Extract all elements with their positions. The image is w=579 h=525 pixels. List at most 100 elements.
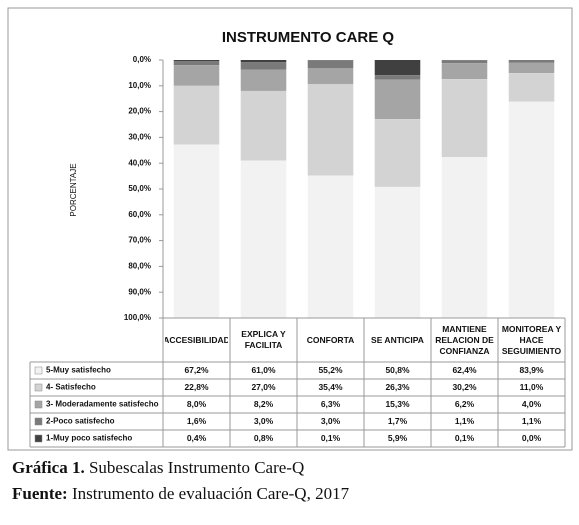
legend-label: 1-Muy poco satisfecho xyxy=(46,434,132,443)
data-label: 4,0% xyxy=(522,399,542,409)
bar-segment xyxy=(374,186,421,318)
bar-segment xyxy=(240,60,287,63)
header-cell: ACCESIBILIDAD xyxy=(165,334,228,345)
data-label: 0,1% xyxy=(455,433,475,443)
x-tick-label: CONFORTA xyxy=(306,334,355,345)
legend-swatch xyxy=(34,434,43,443)
y-tick-label: 10,0% xyxy=(128,81,151,90)
bar-segment xyxy=(441,157,488,318)
header-cell: MANTIENE RELACION DE CONFIANZA xyxy=(435,323,494,356)
data-label: 26,3% xyxy=(385,382,410,392)
chart-title: INSTRUMENTO CARE Q xyxy=(222,29,395,46)
header-cell: CONFORTA xyxy=(306,334,355,345)
bar-segment xyxy=(173,60,220,62)
bar-segment xyxy=(441,60,488,64)
bar-segment xyxy=(508,62,555,74)
data-label: 15,3% xyxy=(385,399,410,409)
data-label: 30,2% xyxy=(452,382,477,392)
data-label: 0,8% xyxy=(254,433,274,443)
y-tick-label: 50,0% xyxy=(128,184,151,193)
y-tick-label: 80,0% xyxy=(128,262,151,271)
data-label: 1,6% xyxy=(187,416,207,426)
bar-segment xyxy=(374,60,421,76)
bar-segment xyxy=(240,160,287,318)
bar-segment xyxy=(374,75,421,80)
bar-segment xyxy=(508,101,555,319)
data-label: 3,0% xyxy=(254,416,274,426)
y-tick-label: 60,0% xyxy=(128,210,151,219)
bar-segment xyxy=(173,65,220,86)
source-label: Fuente: xyxy=(12,484,68,503)
bar-segment xyxy=(441,63,488,80)
data-label: 1,1% xyxy=(522,416,542,426)
y-tick-label: 20,0% xyxy=(128,107,151,116)
bar-segment xyxy=(374,79,421,120)
data-label: 6,3% xyxy=(321,399,341,409)
data-label: 61,0% xyxy=(251,365,276,375)
legend-label: 2-Poco satisfecho xyxy=(46,417,115,426)
data-label: 11,0% xyxy=(520,382,544,392)
data-label: 5,9% xyxy=(388,433,408,443)
y-tick-label: 40,0% xyxy=(128,158,151,167)
bar-segment xyxy=(508,60,555,63)
data-label: 27,0% xyxy=(251,382,276,392)
bar-segment xyxy=(240,69,287,91)
y-tick-label: 70,0% xyxy=(128,236,151,245)
bar-segment xyxy=(173,144,220,318)
bar-segment xyxy=(173,61,220,66)
y-tick-label: 100,0% xyxy=(124,313,151,322)
x-tick-label: MONITOREA Y HACE SEGUIMIENTO xyxy=(501,323,562,356)
bar-segment xyxy=(307,67,354,85)
data-label: 0,0% xyxy=(522,433,542,443)
header-cell: SE ANTICIPA xyxy=(371,334,424,345)
chart: INSTRUMENTO CARE Q PORCENTAJE 0,0% 10,0% 2… xyxy=(7,7,573,451)
data-label: 1,7% xyxy=(388,416,408,426)
legend-swatch xyxy=(34,400,43,409)
bar-segment xyxy=(173,85,220,145)
data-label: 35,4% xyxy=(318,382,343,392)
bar-segment xyxy=(307,60,354,68)
y-tick-label: 0,0% xyxy=(133,55,151,64)
source: Fuente: Instrumento de evaluación Care-Q… xyxy=(12,484,349,504)
data-label: 1,1% xyxy=(455,416,475,426)
data-label: 62,4% xyxy=(452,365,477,375)
legend-label: 3- Moderadamente satisfecho xyxy=(46,400,159,409)
data-label: 55,2% xyxy=(318,365,343,375)
legend-swatch xyxy=(34,417,43,426)
header-cell: EXPLICA Y FACILITA xyxy=(241,329,286,350)
bar-segment xyxy=(441,79,488,158)
data-label: 3,0% xyxy=(321,416,341,426)
data-label: 67,2% xyxy=(184,365,209,375)
y-tick-label: 90,0% xyxy=(128,287,151,296)
legend-swatch xyxy=(34,366,43,375)
data-label: 0,4% xyxy=(187,433,207,443)
bar-segment xyxy=(307,175,354,318)
data-label: 83,9% xyxy=(519,365,544,375)
source-text: Instrumento de evaluación Care-Q, 2017 xyxy=(71,484,350,503)
bar-segment xyxy=(307,84,354,176)
data-label: 50,8% xyxy=(385,365,410,375)
legend-label: 4- Satisfecho xyxy=(46,383,96,392)
bar-segment xyxy=(508,73,555,102)
data-label: 22,8% xyxy=(184,382,209,392)
x-tick-label: MANTIENE RELACION DE CONFIANZA xyxy=(435,323,494,356)
x-tick-label: EXPLICA Y FACILITA xyxy=(241,329,286,350)
x-tick-label: ACCESIBILIDAD xyxy=(165,334,228,345)
bar-segment xyxy=(240,90,287,161)
data-label: 0,1% xyxy=(321,433,341,443)
y-axis-label: PORCENTAJE xyxy=(69,163,78,216)
caption-text: Subescalas Instrumento Care-Q xyxy=(88,458,305,477)
bar-segment xyxy=(374,119,421,187)
caption: Gráfica 1. Subescalas Instrumento Care-Q xyxy=(12,458,304,478)
legend-label: 5-Muy satisfecho xyxy=(46,366,111,375)
y-tick-label: 30,0% xyxy=(128,133,151,142)
x-tick-label: SE ANTICIPA xyxy=(371,334,424,345)
caption-label: Gráfica 1. xyxy=(12,458,85,477)
data-label: 6,2% xyxy=(455,399,475,409)
legend-swatch xyxy=(34,383,43,392)
data-label: 8,2% xyxy=(254,399,274,409)
header-cell: MONITOREA Y HACE SEGUIMIENTO xyxy=(501,323,562,356)
bar-segment xyxy=(240,62,287,70)
data-label: 8,0% xyxy=(187,399,207,409)
